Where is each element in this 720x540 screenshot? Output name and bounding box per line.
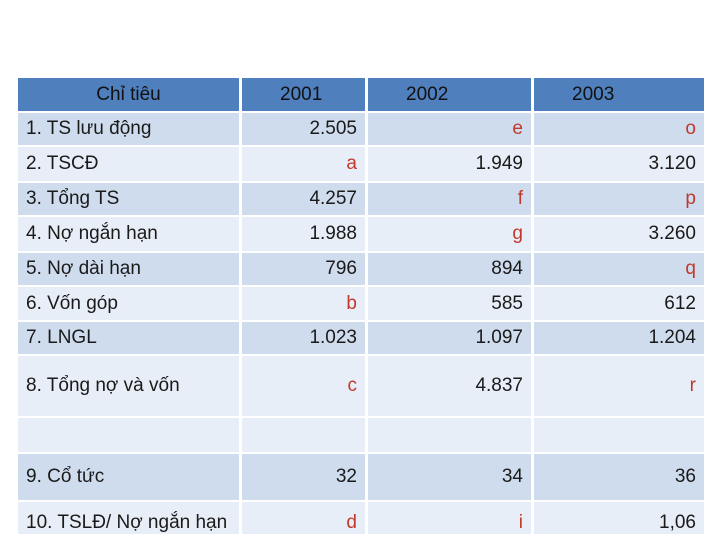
table-cell: r xyxy=(534,356,704,418)
row-label: 4. Nợ ngắn hạn xyxy=(18,217,242,253)
row-spacer xyxy=(242,418,368,454)
table-cell: 34 xyxy=(368,454,534,502)
table-cell: 796 xyxy=(242,253,368,287)
row-spacer xyxy=(534,418,704,454)
row-label: 1. TS lưu động xyxy=(18,113,242,147)
header-label: Chỉ tiêu xyxy=(18,78,242,113)
header-year-2003: 2003 xyxy=(534,78,704,113)
table-cell: 1.023 xyxy=(242,322,368,356)
table-cell: d xyxy=(242,502,368,536)
row-label: 9. Cổ tức xyxy=(18,454,242,502)
table-cell: a xyxy=(242,147,368,183)
table-cell: c xyxy=(242,356,368,418)
row-label: 10. TSLĐ/ Nợ ngắn hạn xyxy=(18,502,242,536)
row-label: 6. Vốn góp xyxy=(18,287,242,322)
table-cell: b xyxy=(242,287,368,322)
table-cell: 4.837 xyxy=(368,356,534,418)
table-cell: o xyxy=(534,113,704,147)
row-label: 5. Nợ dài hạn xyxy=(18,253,242,287)
table-cell: 36 xyxy=(534,454,704,502)
table-cell: 4.257 xyxy=(242,183,368,217)
table-cell: 1.988 xyxy=(242,217,368,253)
table-cell: 1.204 xyxy=(534,322,704,356)
table-cell: 3.120 xyxy=(534,147,704,183)
table-cell: 612 xyxy=(534,287,704,322)
table-cell: 3.260 xyxy=(534,217,704,253)
table-cell: i xyxy=(368,502,534,536)
financial-table: Chỉ tiêu 2001 2002 2003 1. TS lưu động 2… xyxy=(18,78,704,536)
table-cell: 2.505 xyxy=(242,113,368,147)
table-cell: 585 xyxy=(368,287,534,322)
table-cell: 1,06 xyxy=(534,502,704,536)
row-spacer xyxy=(368,418,534,454)
table-cell: g xyxy=(368,217,534,253)
row-label: 3. Tổng TS xyxy=(18,183,242,217)
table-cell: 32 xyxy=(242,454,368,502)
header-year-2001: 2001 xyxy=(242,78,368,113)
row-label: 7. LNGL xyxy=(18,322,242,356)
header-year-2002: 2002 xyxy=(368,78,534,113)
row-spacer xyxy=(18,418,242,454)
table-cell: 894 xyxy=(368,253,534,287)
table-cell: e xyxy=(368,113,534,147)
table-cell: 1.097 xyxy=(368,322,534,356)
table-cell: 1.949 xyxy=(368,147,534,183)
table-cell: p xyxy=(534,183,704,217)
row-label: 8. Tổng nợ và vốn xyxy=(18,356,242,418)
table-cell: q xyxy=(534,253,704,287)
table-cell: f xyxy=(368,183,534,217)
row-label: 2. TSCĐ xyxy=(18,147,242,183)
